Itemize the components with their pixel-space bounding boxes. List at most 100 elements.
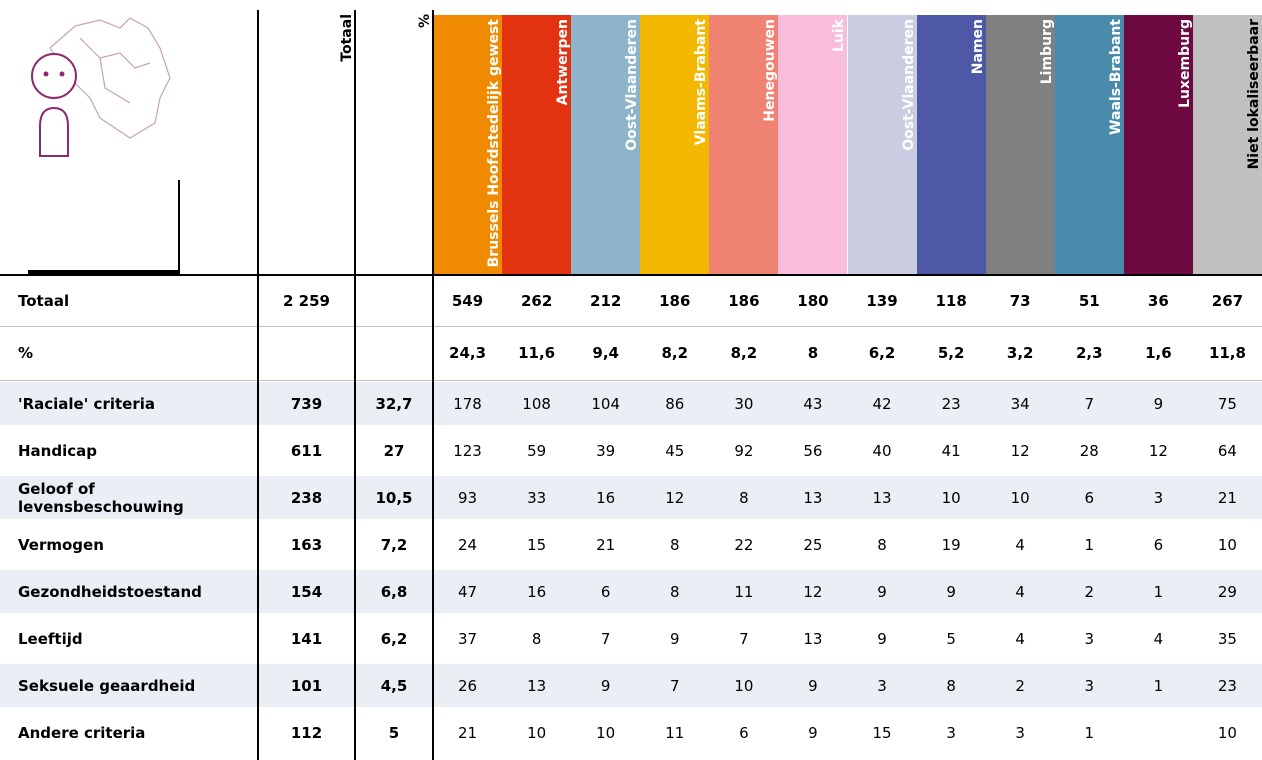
cell: 739 xyxy=(290,394,323,413)
cell: 92 xyxy=(734,441,754,460)
cell: 10 xyxy=(1217,724,1237,742)
cell: 186 xyxy=(728,292,760,310)
row-shade xyxy=(0,664,1262,707)
cell: 104 xyxy=(591,394,621,413)
column-header: Limburg xyxy=(985,15,1055,274)
cell: 23 xyxy=(1217,676,1237,695)
cell: 9,4 xyxy=(592,344,619,362)
cell: 3 xyxy=(877,676,887,695)
cell: 33 xyxy=(527,488,547,507)
cell: 3 xyxy=(946,724,956,742)
cell: 8 xyxy=(531,629,542,648)
column-header: Luxemburg xyxy=(1123,15,1193,274)
cell: 141 xyxy=(290,629,323,648)
cell: 5 xyxy=(946,629,956,648)
column-label: Niet lokaliseerbaar xyxy=(1245,19,1262,170)
cell: 13 xyxy=(872,488,892,507)
cell: 6,2 xyxy=(868,344,896,362)
cell: 8 xyxy=(946,676,956,695)
cell: 12 xyxy=(803,582,823,601)
column-rule xyxy=(257,10,259,760)
column-label: Waals-Brabant xyxy=(1107,19,1124,135)
cell: 9 xyxy=(808,724,818,742)
cell: 73 xyxy=(1009,292,1031,310)
cell: 8 xyxy=(670,582,680,601)
cell: 7 xyxy=(1084,394,1095,413)
cell: 11 xyxy=(665,724,685,742)
cell: 4 xyxy=(1153,629,1164,648)
cell: 29 xyxy=(1217,582,1237,601)
row-shade xyxy=(0,476,1262,519)
cell: 56 xyxy=(803,441,823,460)
cell: 34 xyxy=(1010,394,1030,413)
column-label: % xyxy=(417,14,433,29)
cell: 5 xyxy=(388,724,400,742)
cell: 9 xyxy=(1153,394,1164,413)
cell: 40 xyxy=(872,441,892,460)
cell: 13 xyxy=(803,488,823,507)
cell: 139 xyxy=(866,292,898,310)
cell: 27 xyxy=(383,441,405,460)
cell: 64 xyxy=(1217,441,1237,460)
column-header: Antwerpen xyxy=(502,15,572,274)
column-label: Luxemburg xyxy=(1176,19,1193,108)
cell: 51 xyxy=(1078,292,1100,310)
cell: 8 xyxy=(739,488,749,507)
cell: 2 259 xyxy=(283,292,330,310)
cell: 35 xyxy=(1217,629,1237,648)
row-label: Handicap xyxy=(18,441,97,460)
column-label: Antwerpen xyxy=(555,19,572,106)
cell: 12 xyxy=(1010,441,1030,460)
cell: 11 xyxy=(734,582,754,601)
cell: 11,6 xyxy=(518,344,556,362)
cell: 13 xyxy=(527,676,547,695)
cell: 4 xyxy=(1015,629,1025,648)
cell: 1,6 xyxy=(1145,344,1172,362)
column-header: Luik xyxy=(778,15,848,274)
row-label: Seksuele geaardheid xyxy=(18,676,196,695)
cell: 9 xyxy=(946,582,956,601)
column-label: Limburg xyxy=(1038,19,1055,85)
cell: 4 xyxy=(1015,535,1025,554)
cell: 1 xyxy=(1084,724,1095,742)
cell: 10 xyxy=(596,724,616,742)
column-label: Brussels Hoofdstedelijk gewest xyxy=(486,19,503,268)
cell: 6,2 xyxy=(380,629,408,648)
cell: 21 xyxy=(596,535,616,554)
row-rule xyxy=(0,380,1262,381)
row-label: Totaal xyxy=(18,292,70,310)
cell: 118 xyxy=(935,292,967,310)
cell: 37 xyxy=(457,629,478,648)
column-header: Oost-Vlaanderen xyxy=(571,15,641,274)
cell: 2 xyxy=(1015,676,1025,695)
cell: 6 xyxy=(600,582,611,601)
cell: 10 xyxy=(1010,488,1030,507)
cell: 10 xyxy=(527,724,547,742)
column-header: Totaal xyxy=(258,10,355,274)
cell: 5,2 xyxy=(937,344,965,362)
cell: 21 xyxy=(1217,488,1237,507)
column-header: Namen xyxy=(916,15,986,274)
cell: 267 xyxy=(1211,292,1244,310)
row-label: 'Raciale' criteria xyxy=(18,394,155,413)
cell: 23 xyxy=(941,394,961,413)
cell: 154 xyxy=(290,582,323,601)
header-rule xyxy=(0,274,1262,276)
cell: 8,2 xyxy=(661,344,689,362)
cell: 6 xyxy=(739,724,749,742)
cell: 86 xyxy=(665,394,685,413)
cell: 36 xyxy=(1147,292,1169,310)
cell: 3 xyxy=(1153,488,1164,507)
cell: 24,3 xyxy=(449,344,487,362)
cell: 3 xyxy=(1015,724,1025,742)
cell: 7 xyxy=(670,676,680,695)
cell: 10,5 xyxy=(375,488,413,507)
column-label: Oost-Vlaanderen xyxy=(624,19,641,151)
cell: 16 xyxy=(596,488,616,507)
cell: 15 xyxy=(527,535,547,554)
cell: 108 xyxy=(522,394,551,413)
cell: 2,3 xyxy=(1076,344,1103,362)
cell: 3 xyxy=(1084,629,1095,648)
cell: 6,8 xyxy=(380,582,408,601)
cell: 101 xyxy=(290,676,323,695)
